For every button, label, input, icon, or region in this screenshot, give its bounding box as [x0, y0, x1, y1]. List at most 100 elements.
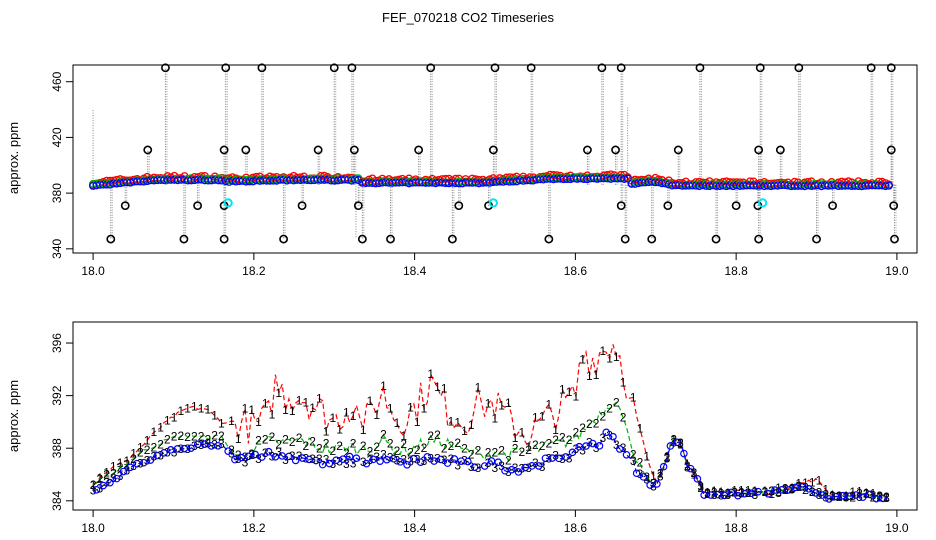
series-1-label: 1: [296, 393, 303, 407]
blue-series-point: [884, 181, 893, 190]
series-3-point: [423, 453, 432, 461]
spike-point: [673, 145, 683, 155]
spike-point: [347, 63, 357, 73]
series-3-point: [734, 491, 742, 500]
series-3-point: [369, 455, 378, 464]
series-1-label: 1: [218, 417, 225, 431]
series-3-label: 3: [242, 455, 249, 469]
spike-point: [526, 63, 536, 73]
series-2-label: 2: [117, 460, 124, 474]
x-tick-label: 18.8: [724, 264, 748, 278]
series-3-label: 3: [124, 463, 131, 477]
x-tick-label: 19.0: [885, 264, 909, 278]
bottom-y-axis-label: approx. ppm: [6, 380, 21, 452]
series-1-label: 1: [485, 397, 492, 411]
series-2-label: 2: [711, 485, 718, 499]
x-tick-label: 18.4: [403, 264, 427, 278]
series-3-label: 3: [559, 452, 566, 466]
y-tick-label: 396: [50, 333, 64, 353]
series-2-label: 2: [275, 438, 282, 452]
series-1-label: 1: [822, 482, 829, 496]
cyan-point: [758, 198, 768, 208]
series-1-label: 1: [316, 392, 323, 406]
series-1-label: 1: [643, 450, 650, 464]
series-3-point: [727, 488, 735, 497]
series-3-point: [187, 444, 195, 452]
blue-series-point: [623, 174, 632, 183]
series-3-point: [622, 450, 631, 459]
top-x-axis: 18.0 18.2 18.4 18.6 18.8 19.0: [81, 253, 909, 278]
series-3-point: [362, 459, 371, 468]
series-3-point: [244, 452, 253, 461]
series-2-label: 2: [849, 491, 856, 505]
series-1-label: 1: [802, 476, 809, 490]
series-3-point: [119, 467, 128, 476]
series-1-label: 1: [414, 415, 421, 429]
series-3-label: 3: [343, 457, 350, 471]
series-3-label: 3: [579, 444, 586, 458]
x-tick-label: 18.6: [564, 521, 588, 535]
series-3-point: [470, 463, 479, 471]
series-3-label: 3: [650, 479, 657, 493]
series-1-label: 1: [228, 414, 235, 428]
series-1-label: 1: [650, 469, 657, 483]
series-3-point: [615, 445, 624, 453]
series-3-point: [811, 489, 820, 497]
series-3-label: 3: [414, 452, 421, 466]
spike-point: [611, 145, 620, 155]
series-2-label: 2: [329, 444, 336, 458]
spike-point: [386, 234, 395, 244]
series-3-point: [146, 456, 155, 464]
series-1-label: 1: [350, 409, 357, 423]
series-3-point: [112, 474, 121, 483]
series-3-label: 3: [724, 488, 731, 502]
series-1-label: 1: [498, 398, 505, 412]
series-3-label: 3: [731, 485, 738, 499]
blue-series-point: [217, 176, 226, 185]
series-1-label: 1: [454, 416, 461, 430]
spike-point: [161, 63, 170, 73]
series-3-point: [443, 459, 452, 467]
spike-point: [454, 201, 464, 211]
series-3-label: 3: [613, 438, 620, 452]
series-3-label: 3: [475, 461, 482, 475]
series-2-label: 2: [586, 417, 593, 431]
series-3-point: [231, 455, 239, 464]
series-3-point: [879, 494, 887, 503]
spike-point: [597, 63, 607, 73]
series-2-label: 2: [454, 436, 461, 450]
series-3-point: [430, 457, 438, 465]
series-3-label: 3: [441, 453, 448, 467]
series-3-label: 3: [677, 436, 684, 450]
series-1-label: 1: [630, 391, 637, 405]
series-3-point: [298, 454, 307, 462]
series-2-label: 2: [414, 443, 421, 457]
x-tick-label: 18.4: [403, 521, 427, 535]
spike-point: [179, 234, 189, 244]
series-1-label: 1: [546, 397, 553, 411]
spike-point: [297, 201, 307, 211]
series-1-label: 1: [434, 380, 441, 394]
series-1-label: 1: [205, 403, 212, 417]
series-1-label: 1: [586, 369, 593, 383]
series-2-label: 2: [157, 438, 164, 452]
x-tick-label: 18.0: [81, 521, 105, 535]
series-1-label: 1: [613, 350, 620, 364]
y-tick-label: 384: [50, 490, 64, 510]
series-2-label: 2: [539, 439, 546, 453]
series-3-point: [764, 489, 773, 498]
spike-point: [890, 234, 899, 244]
series-1-label: 1: [448, 415, 455, 429]
series-3-point: [264, 447, 273, 456]
x-tick-label: 18.2: [242, 264, 266, 278]
series-1-label: 1: [309, 401, 316, 415]
series-2-label: 2: [475, 443, 482, 457]
series-3-point: [673, 438, 681, 447]
series-3-point: [818, 491, 827, 499]
series-3-point: [852, 491, 860, 499]
y-tick-label: 420: [50, 127, 64, 147]
series-2-label: 2: [262, 432, 269, 446]
series-1-label: 1: [566, 385, 573, 399]
series-2-label: 2: [184, 430, 191, 444]
